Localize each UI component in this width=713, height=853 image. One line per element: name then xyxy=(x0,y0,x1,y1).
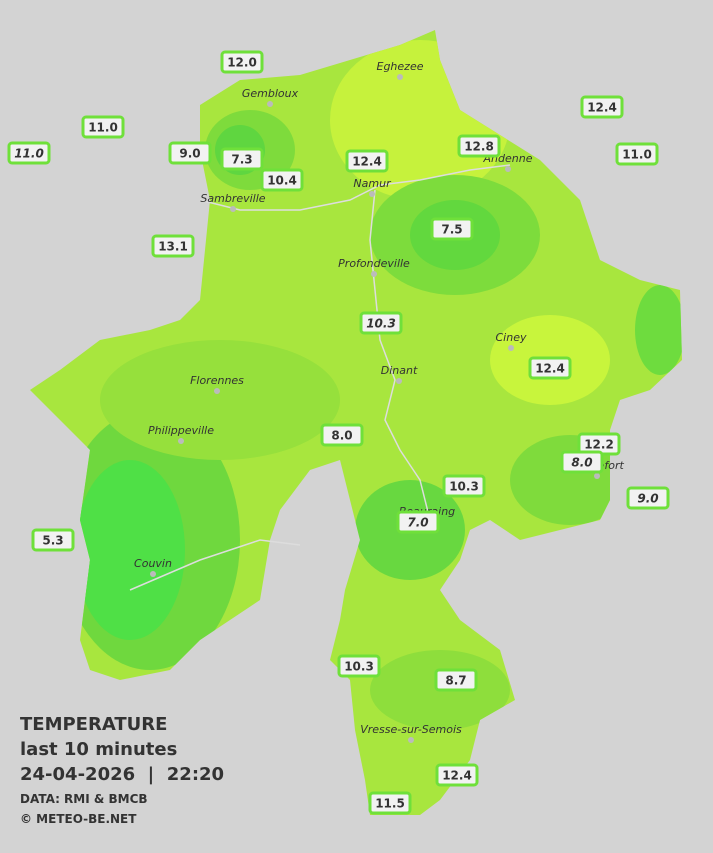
town-name: Philippeville xyxy=(148,424,214,437)
station-value: 12.4 xyxy=(535,362,565,376)
legend-source: DATA: RMI & BMCB xyxy=(20,792,148,806)
station-value: 11.5 xyxy=(375,797,405,811)
town-dot xyxy=(505,166,511,172)
station-box xyxy=(528,356,572,380)
town-dot xyxy=(408,737,414,743)
river xyxy=(199,164,511,211)
station-box xyxy=(337,654,381,678)
town-dot xyxy=(150,571,156,577)
town-name: Sambreville xyxy=(200,192,265,205)
station-value: 7.3 xyxy=(231,153,252,167)
station-box xyxy=(345,149,389,173)
town-name: Vresse-sur-Semois xyxy=(360,723,462,736)
station-box xyxy=(457,134,501,158)
town-dot xyxy=(371,271,377,277)
station-box xyxy=(615,142,659,166)
station-box xyxy=(430,217,474,241)
station-value: 12.4 xyxy=(352,155,382,169)
station-value: 10.4 xyxy=(267,174,297,188)
station-box xyxy=(580,95,624,119)
town-name: Florennes xyxy=(190,374,244,387)
station-box xyxy=(396,510,440,534)
station-box xyxy=(168,141,212,165)
town-name: Ciney xyxy=(496,331,527,344)
station-value: 11.0 xyxy=(622,148,652,162)
station-box xyxy=(434,668,478,692)
station-box xyxy=(31,528,75,552)
station-value: 7.5 xyxy=(441,223,462,237)
station-value: 13.1 xyxy=(158,240,188,254)
station-box xyxy=(626,486,670,510)
station-value: 12.0 xyxy=(227,56,257,70)
legend-datetime: 24-04-2026 | 22:20 xyxy=(20,764,224,785)
station-box xyxy=(442,474,486,498)
station-box xyxy=(560,450,604,474)
station-box xyxy=(81,115,125,139)
town-dot xyxy=(594,473,600,479)
station-value: 11.0 xyxy=(88,121,118,135)
station-box xyxy=(368,791,412,815)
town-dot xyxy=(214,388,220,394)
town-dot xyxy=(267,101,273,107)
station-value: 12.8 xyxy=(464,140,494,154)
station-value: 5.3 xyxy=(42,534,63,548)
station-value: 12.4 xyxy=(442,769,472,783)
station-value: 10.3 xyxy=(366,317,396,331)
river xyxy=(129,539,301,591)
station-value: 11.0 xyxy=(14,147,44,161)
station-value: 8.0 xyxy=(571,456,592,470)
legend-title: TEMPERATURE xyxy=(20,714,167,735)
station-box xyxy=(151,234,195,258)
station-box xyxy=(359,311,403,335)
station-value: 9.0 xyxy=(179,147,200,161)
station-value: 12.2 xyxy=(584,438,614,452)
station-box xyxy=(320,423,364,447)
town-dot xyxy=(396,378,402,384)
town-name: Gembloux xyxy=(242,87,299,100)
station-value: 10.3 xyxy=(449,480,479,494)
station-box xyxy=(260,168,304,192)
town-dot xyxy=(230,206,236,212)
station-value: 7.0 xyxy=(407,516,428,530)
town-name: Couvin xyxy=(134,557,172,570)
legend-credit: © METEO-BE.NET xyxy=(20,812,137,826)
town-name: Namur xyxy=(353,177,392,190)
town-dot xyxy=(397,74,403,80)
station-value: 9.0 xyxy=(637,492,658,506)
town-dot xyxy=(178,438,184,444)
town-name: Eghezee xyxy=(377,60,424,73)
river xyxy=(369,189,431,521)
town-dot xyxy=(508,345,514,351)
station-box xyxy=(435,763,479,787)
station-value: 10.3 xyxy=(344,660,374,674)
legend-subtitle: last 10 minutes xyxy=(20,739,177,760)
town-name: Dinant xyxy=(381,364,418,377)
station-box xyxy=(220,147,264,171)
town-dot xyxy=(369,191,375,197)
station-value: 8.0 xyxy=(331,429,352,443)
station-box xyxy=(220,50,264,74)
town-name: Profondeville xyxy=(338,257,410,270)
station-value: 8.7 xyxy=(445,674,466,688)
station-value: 12.4 xyxy=(587,101,617,115)
station-box xyxy=(7,141,51,165)
